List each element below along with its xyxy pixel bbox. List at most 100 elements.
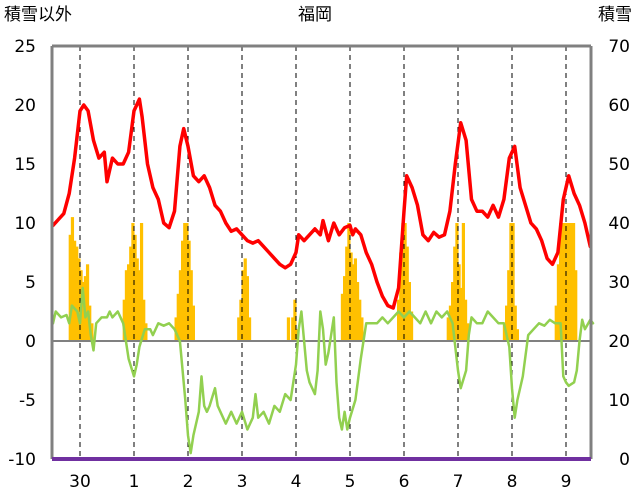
snow-bar-4 — [77, 258, 81, 341]
snow-bar-11 — [122, 299, 126, 341]
left-tick-label: 20 — [14, 96, 36, 116]
snow-bar-37 — [286, 317, 291, 341]
snow-bar-12 — [124, 270, 129, 341]
snow-bar-81 — [567, 223, 571, 341]
right-tick-label: 20 — [608, 332, 630, 352]
snow-bar-17 — [135, 258, 139, 341]
right-tick-label: 50 — [608, 155, 630, 175]
snow-bar-32 — [239, 299, 243, 341]
snow-bar-45 — [349, 252, 353, 341]
snow-bar-71 — [509, 223, 513, 341]
snow-bar-68 — [502, 323, 507, 341]
snow-bar-69 — [505, 305, 509, 341]
snow-bar-28 — [187, 240, 191, 341]
snow-bar-16 — [133, 234, 137, 341]
right-axis-ticks: 70 60 50 40 30 20 10 0 — [608, 37, 630, 470]
snow-bar-55 — [405, 246, 409, 341]
snow-bar-72 — [511, 223, 515, 341]
snow-bar-58 — [446, 317, 450, 341]
snow-bar-77 — [559, 223, 563, 341]
snow-bar-2 — [73, 240, 77, 341]
x-tick-label: 4 — [291, 472, 302, 492]
x-tick-label: 6 — [399, 472, 410, 492]
snow-bar-42 — [343, 276, 347, 341]
snow-bar-24 — [178, 270, 183, 341]
left-tick-label: -10 — [8, 450, 36, 470]
left-tick-label: 10 — [14, 214, 36, 234]
x-tick-label: 3 — [237, 472, 248, 492]
snow-bar-21 — [144, 323, 148, 341]
snow-bar-10 — [90, 323, 94, 341]
snow-bar-76 — [556, 264, 561, 341]
snow-bar-3 — [75, 246, 79, 341]
snow-bar-82 — [569, 223, 573, 341]
left-tick-label: 25 — [14, 37, 36, 57]
snow-bar-31 — [237, 317, 241, 341]
x-axis-ticks: 30 1 2 3 4 5 6 7 8 9 — [69, 472, 571, 492]
snow-bar-65 — [461, 223, 465, 341]
snow-bar-80 — [565, 223, 569, 341]
snow-bar-74 — [515, 329, 519, 341]
snow-bar-66 — [463, 299, 468, 341]
snow-bar-60 — [451, 282, 455, 341]
snow-bar-36 — [247, 317, 252, 341]
snow-bar-13 — [127, 264, 131, 341]
snow-bar-43 — [345, 246, 349, 341]
snow-bar-20 — [142, 299, 146, 341]
snow-bar-73 — [513, 305, 517, 341]
chart-title: 福岡 — [298, 5, 332, 25]
snow-bar-6 — [81, 282, 85, 341]
x-tick-label: 1 — [129, 472, 140, 492]
snow-bar-8 — [85, 264, 90, 341]
x-tick-label: 5 — [345, 472, 356, 492]
snow-bar-84 — [574, 270, 578, 341]
snow-bars — [68, 217, 578, 341]
plot-frame — [50, 44, 593, 461]
series-line-green — [51, 286, 595, 455]
left-tick-label: -5 — [19, 391, 36, 411]
snow-bar-53 — [401, 223, 405, 341]
x-tick-label: 7 — [453, 472, 464, 492]
snow-bar-49 — [358, 299, 362, 341]
right-axis-label: 積雪 — [598, 5, 632, 25]
right-tick-label: 10 — [608, 391, 630, 411]
snow-bar-67 — [466, 323, 470, 341]
snow-bar-54 — [403, 223, 407, 341]
right-tick-label: 0 — [619, 450, 630, 470]
snow-bar-33 — [241, 270, 245, 341]
left-tick-label: 15 — [14, 155, 36, 175]
snow-bar-39 — [293, 299, 297, 341]
snow-bar-23 — [176, 293, 180, 341]
snow-bar-30 — [191, 305, 195, 341]
series-line-red — [51, 97, 593, 310]
series-lines — [51, 97, 595, 455]
snow-bar-79 — [563, 223, 567, 341]
snow-bar-25 — [181, 240, 185, 341]
snow-bar-34 — [243, 258, 247, 341]
snow-bar-83 — [571, 223, 576, 341]
snow-bar-0 — [68, 234, 72, 341]
snow-bar-64 — [459, 287, 463, 341]
snow-bar-35 — [245, 276, 249, 341]
snow-bar-26 — [183, 223, 187, 341]
right-tick-label: 70 — [608, 37, 630, 57]
snow-bar-29 — [189, 270, 193, 341]
right-tick-label: 40 — [608, 214, 630, 234]
snow-bar-52 — [399, 252, 403, 341]
snow-bar-51 — [397, 299, 401, 341]
snow-bar-27 — [185, 223, 189, 341]
x-tick-label: 30 — [69, 472, 91, 492]
snow-bar-47 — [353, 258, 357, 341]
snow-bar-50 — [360, 317, 364, 341]
snow-bar-22 — [174, 317, 178, 341]
x-tick-label: 9 — [561, 472, 572, 492]
snow-bar-19 — [139, 223, 144, 341]
left-axis-label: 積雪以外 — [4, 5, 72, 25]
snow-bar-38 — [291, 317, 295, 341]
snow-bar-70 — [507, 270, 511, 341]
right-tick-label: 60 — [608, 96, 630, 116]
snow-bar-63 — [457, 264, 461, 341]
right-tick-label: 30 — [608, 273, 630, 293]
left-axis-ticks: 25 20 15 10 5 0 -5 -10 — [8, 37, 36, 470]
